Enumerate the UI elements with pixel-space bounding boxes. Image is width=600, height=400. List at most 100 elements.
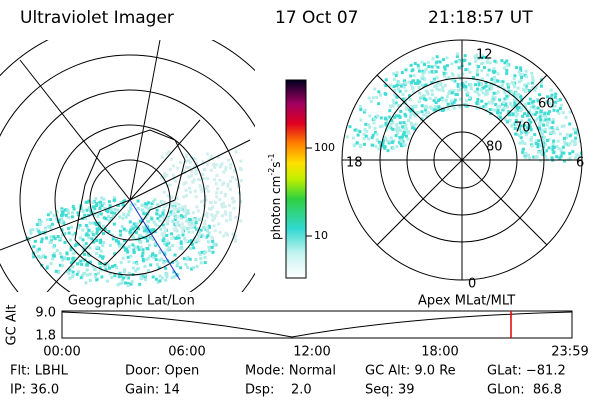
aurora-dot xyxy=(506,113,510,117)
aurora-dot xyxy=(399,109,403,113)
aurora-dot xyxy=(437,88,441,92)
aurora-dot xyxy=(388,109,392,113)
aurora-dot xyxy=(168,211,172,215)
aurora-dot xyxy=(544,149,548,153)
aurora-dot xyxy=(179,240,183,244)
aurora-dot xyxy=(97,221,101,225)
aurora-dot xyxy=(520,119,524,123)
aurora-dot xyxy=(484,81,488,85)
aurora-dot xyxy=(158,249,162,253)
aurora-dot xyxy=(166,194,170,198)
aurora-dot xyxy=(508,102,512,106)
aurora-dot xyxy=(27,238,31,242)
aurora-dot xyxy=(551,120,555,124)
aurora-dot xyxy=(132,222,136,226)
aurora-dot xyxy=(503,61,507,65)
aurora-dot xyxy=(449,89,453,93)
aurora-dot xyxy=(205,228,209,232)
aurora-dot xyxy=(459,87,463,91)
aurora-dot xyxy=(412,74,416,78)
aurora-dot xyxy=(81,209,85,213)
aurora-dot xyxy=(420,60,424,64)
aurora-dot xyxy=(394,134,398,138)
aurora-dot xyxy=(444,71,448,75)
aurora-dot xyxy=(145,232,149,236)
aurora-dot xyxy=(416,110,420,114)
aurora-dot xyxy=(196,209,200,213)
aurora-dot xyxy=(79,206,83,210)
aurora-dot xyxy=(163,173,167,177)
time: 21:18:57 UT xyxy=(428,8,533,28)
lon-line xyxy=(19,59,131,201)
aurora-dot xyxy=(222,170,226,174)
aurora-dot xyxy=(493,75,497,79)
aurora-dot xyxy=(466,93,470,97)
aurora-dot xyxy=(345,135,349,139)
aurora-dot xyxy=(551,104,555,108)
aurora-dot xyxy=(82,244,86,248)
aurora-dot xyxy=(496,90,500,94)
aurora-dot xyxy=(91,210,95,214)
aurora-dot xyxy=(475,102,479,106)
aurora-dot xyxy=(85,208,89,212)
aurora-dot xyxy=(198,232,202,236)
aurora-dot xyxy=(395,131,399,135)
aurora-dot xyxy=(226,184,230,188)
aurora-dot xyxy=(523,152,527,156)
aurora-dot xyxy=(560,151,564,155)
aurora-dot xyxy=(223,204,227,208)
aurora-dot xyxy=(73,244,77,248)
aurora-dot xyxy=(543,112,547,116)
aurora-dot xyxy=(392,101,396,105)
aurora-dot xyxy=(72,259,76,263)
aurora-dot xyxy=(73,250,77,254)
aurora-dot xyxy=(218,230,222,234)
aurora-dot xyxy=(38,222,42,226)
aurora-dot xyxy=(39,256,43,260)
aurora-dot xyxy=(72,207,76,211)
aurora-dot xyxy=(450,72,454,76)
aurora-dot xyxy=(358,143,362,147)
aurora-dot xyxy=(154,223,158,227)
aurora-dot xyxy=(149,236,153,240)
aurora-dot xyxy=(192,266,196,270)
aurora-dot xyxy=(91,200,95,204)
aurora-dot xyxy=(568,152,572,156)
aurora-dot xyxy=(220,162,224,166)
aurora-dot xyxy=(70,225,74,229)
aurora-dot xyxy=(392,85,396,89)
aurora-dot xyxy=(481,86,485,90)
aurora-dot xyxy=(543,127,547,131)
aurora-dot xyxy=(394,73,398,77)
aurora-dot xyxy=(455,55,459,59)
aurora-dot xyxy=(223,194,227,198)
aurora-dot xyxy=(52,235,56,239)
aurora-dot xyxy=(166,217,170,221)
aurora-dot xyxy=(432,70,436,74)
aurora-dot xyxy=(402,142,406,146)
aurora-dot xyxy=(490,86,494,90)
aurora-dot xyxy=(389,136,393,140)
aurora-dot xyxy=(443,65,447,69)
aurora-dot xyxy=(389,126,393,130)
aurora-dot xyxy=(36,254,40,258)
aurora-dot xyxy=(467,96,471,100)
aurora-dot xyxy=(406,119,410,123)
aurora-dot xyxy=(194,221,198,225)
aurora-dot xyxy=(39,219,43,223)
aurora-dot xyxy=(503,90,507,94)
aurora-dot xyxy=(218,165,222,169)
aurora-dot xyxy=(369,100,373,104)
aurora-dot xyxy=(215,210,219,214)
aurora-dot xyxy=(531,75,535,79)
aurora-dot xyxy=(71,205,75,209)
aurora-dot xyxy=(508,118,512,122)
aurora-dot xyxy=(111,214,115,218)
aurora-dot xyxy=(517,80,521,84)
aurora-dot xyxy=(515,106,519,110)
aurora-dot xyxy=(385,128,389,132)
aurora-dot xyxy=(508,113,512,117)
aurora-dot xyxy=(146,220,150,224)
aurora-dot xyxy=(194,258,198,262)
aurora-dot xyxy=(494,91,498,95)
